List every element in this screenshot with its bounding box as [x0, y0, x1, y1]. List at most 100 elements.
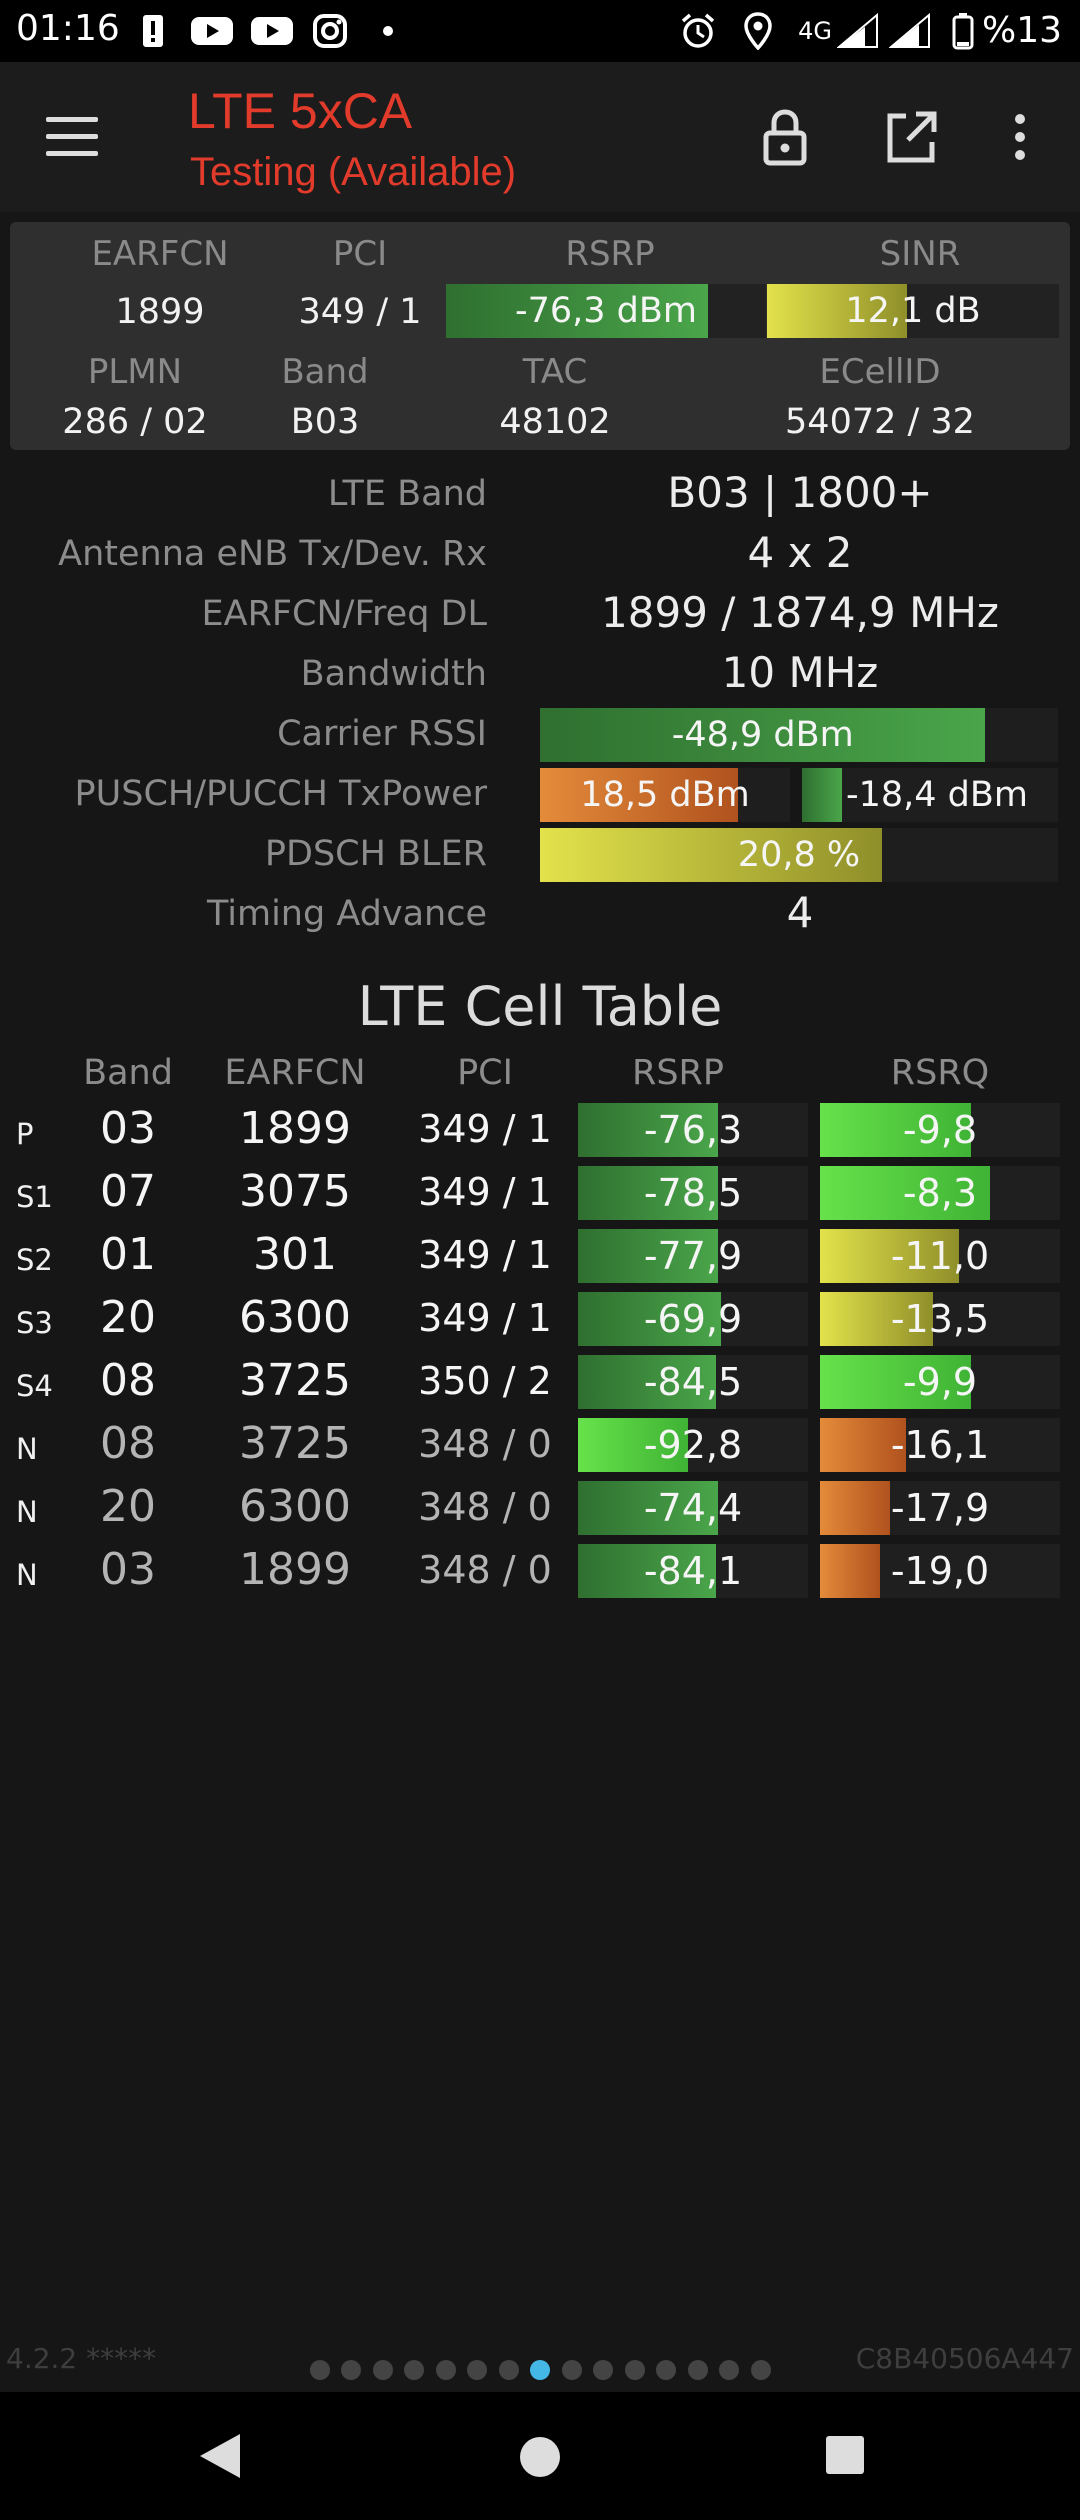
row-rsrp-bar: -92,8: [578, 1418, 808, 1472]
row-rsrq-bar: -19,0: [820, 1544, 1060, 1598]
back-icon[interactable]: [196, 2430, 244, 2482]
pucch-fill: [802, 768, 842, 822]
col-pci: PCI: [457, 1053, 513, 1093]
row-rsrp-fill: [578, 1481, 719, 1535]
row-rsrp-value: -77,9: [643, 1234, 743, 1278]
col-rsrq: RSRQ: [890, 1053, 990, 1093]
row-rsrq-bar: -17,9: [820, 1481, 1060, 1535]
summary-rsrp-fill: [446, 284, 709, 338]
row-rsrp-fill: [578, 1103, 719, 1157]
row-pci: 349 / 1: [418, 1170, 552, 1214]
header-pci: PCI: [332, 234, 388, 274]
row-rsrp-fill: [578, 1292, 721, 1346]
row-rsrq-value: -11,0: [890, 1234, 990, 1278]
pucch-value: -18,4 dBm: [846, 775, 1029, 815]
header-ecellid: ECellID: [819, 352, 941, 392]
recents-icon[interactable]: [823, 2433, 867, 2477]
status-bar: 01:16 4G %13: [0, 0, 1080, 62]
more-vert-icon[interactable]: [988, 102, 1052, 172]
row-earfcn: 3725: [239, 1355, 351, 1406]
row-rsrq-value: -17,9: [890, 1486, 990, 1530]
row-band: 20: [100, 1481, 156, 1532]
page-dot[interactable]: [624, 2360, 645, 2380]
menu-icon[interactable]: [46, 117, 98, 157]
row-band: 03: [100, 1103, 156, 1154]
signal-icon: [836, 12, 880, 50]
row-rsrq-fill: [820, 1355, 972, 1409]
row-rsrq-bar: -9,8: [820, 1103, 1060, 1157]
row-earfcn: 1899: [239, 1544, 351, 1595]
location-icon: [742, 12, 774, 50]
page-dot[interactable]: [372, 2360, 393, 2380]
page-dot[interactable]: [719, 2360, 739, 2380]
app-version: 4.2.2 *****: [6, 2342, 157, 2375]
page-dot[interactable]: [467, 2360, 487, 2380]
row-tag: S4: [16, 1369, 53, 1403]
battery-icon: [950, 12, 976, 50]
page-dot[interactable]: [435, 2360, 456, 2380]
page-dot[interactable]: [498, 2360, 519, 2380]
row-rsrq-value: -13,5: [890, 1297, 990, 1341]
home-icon[interactable]: [515, 2432, 565, 2482]
row-band: 08: [100, 1418, 156, 1469]
row-rsrq-fill: [820, 1292, 933, 1346]
summary-rsrp-value: -76,3 dBm: [514, 291, 697, 331]
row-rsrq-fill: [820, 1481, 890, 1535]
lte-band-label: LTE Band: [327, 474, 487, 514]
page-dot[interactable]: [530, 2360, 550, 2380]
app-subtitle: Testing (Available): [190, 150, 517, 194]
row-tag: N: [16, 1432, 38, 1466]
summary-panel: EARFCN PCI RSRP SINR 1899 349 / 1 -76,3 …: [10, 222, 1070, 450]
row-rsrp-fill: [578, 1418, 689, 1472]
bandwidth-label: Bandwidth: [300, 654, 487, 694]
earfcn-freq-label: EARFCN/Freq DL: [201, 594, 487, 634]
page-dot[interactable]: [341, 2360, 361, 2380]
row-rsrp-fill: [578, 1229, 719, 1283]
battery-percent: %13: [981, 10, 1062, 51]
navigation-bar: [0, 2392, 1080, 2520]
page-dot[interactable]: [687, 2360, 708, 2380]
row-pci: 348 / 0: [418, 1422, 552, 1466]
header-earfcn: EARFCN: [91, 234, 229, 274]
bler-fill: [540, 828, 882, 882]
page-dot[interactable]: [309, 2360, 330, 2380]
summary-band: B03: [290, 402, 360, 442]
summary-sinr-bar: 12,1 dB: [767, 284, 1059, 338]
row-rsrq-fill: [820, 1544, 880, 1598]
page-dot[interactable]: [561, 2360, 582, 2380]
row-pci: 349 / 1: [418, 1107, 552, 1151]
pusch-value: 18,5 dBm: [580, 775, 750, 815]
lock-icon[interactable]: [750, 102, 820, 172]
row-rsrp-value: -76,3: [643, 1108, 743, 1152]
row-pci: 348 / 0: [418, 1548, 552, 1592]
row-band: 07: [100, 1166, 156, 1217]
row-rsrq-bar: -13,5: [820, 1292, 1060, 1346]
row-tag: S2: [16, 1243, 53, 1277]
page-dot[interactable]: [593, 2360, 613, 2380]
page-dot[interactable]: [750, 2360, 771, 2380]
summary-earfcn: 1899: [115, 292, 205, 332]
row-pci: 350 / 2: [418, 1359, 552, 1403]
pusch-fill: [540, 768, 738, 822]
page-dot[interactable]: [404, 2360, 424, 2380]
row-rsrq-fill: [820, 1229, 960, 1283]
row-rsrp-value: -78,5: [643, 1171, 743, 1215]
page-dot[interactable]: [656, 2360, 676, 2380]
row-rsrp-bar: -74,4: [578, 1481, 808, 1535]
signal-icon: [888, 12, 932, 50]
row-rsrp-bar: -69,9: [578, 1292, 808, 1346]
row-tag: N: [16, 1558, 38, 1592]
ta-label: Timing Advance: [206, 894, 487, 934]
row-pci: 349 / 1: [418, 1233, 552, 1277]
row-tag: N: [16, 1495, 38, 1529]
row-rsrp-value: -74,4: [643, 1486, 743, 1530]
summary-sinr-value: 12,1 dB: [845, 291, 981, 331]
row-earfcn: 301: [253, 1229, 337, 1280]
row-rsrq-bar: -9,9: [820, 1355, 1060, 1409]
rssi-value: -48,9 dBm: [671, 715, 854, 755]
row-band: 08: [100, 1355, 156, 1406]
row-rsrp-value: -69,9: [643, 1297, 743, 1341]
page-indicator[interactable]: [0, 2350, 1080, 2390]
bler-bar: 20,8 %: [540, 828, 1058, 882]
open-external-icon[interactable]: [876, 102, 946, 172]
